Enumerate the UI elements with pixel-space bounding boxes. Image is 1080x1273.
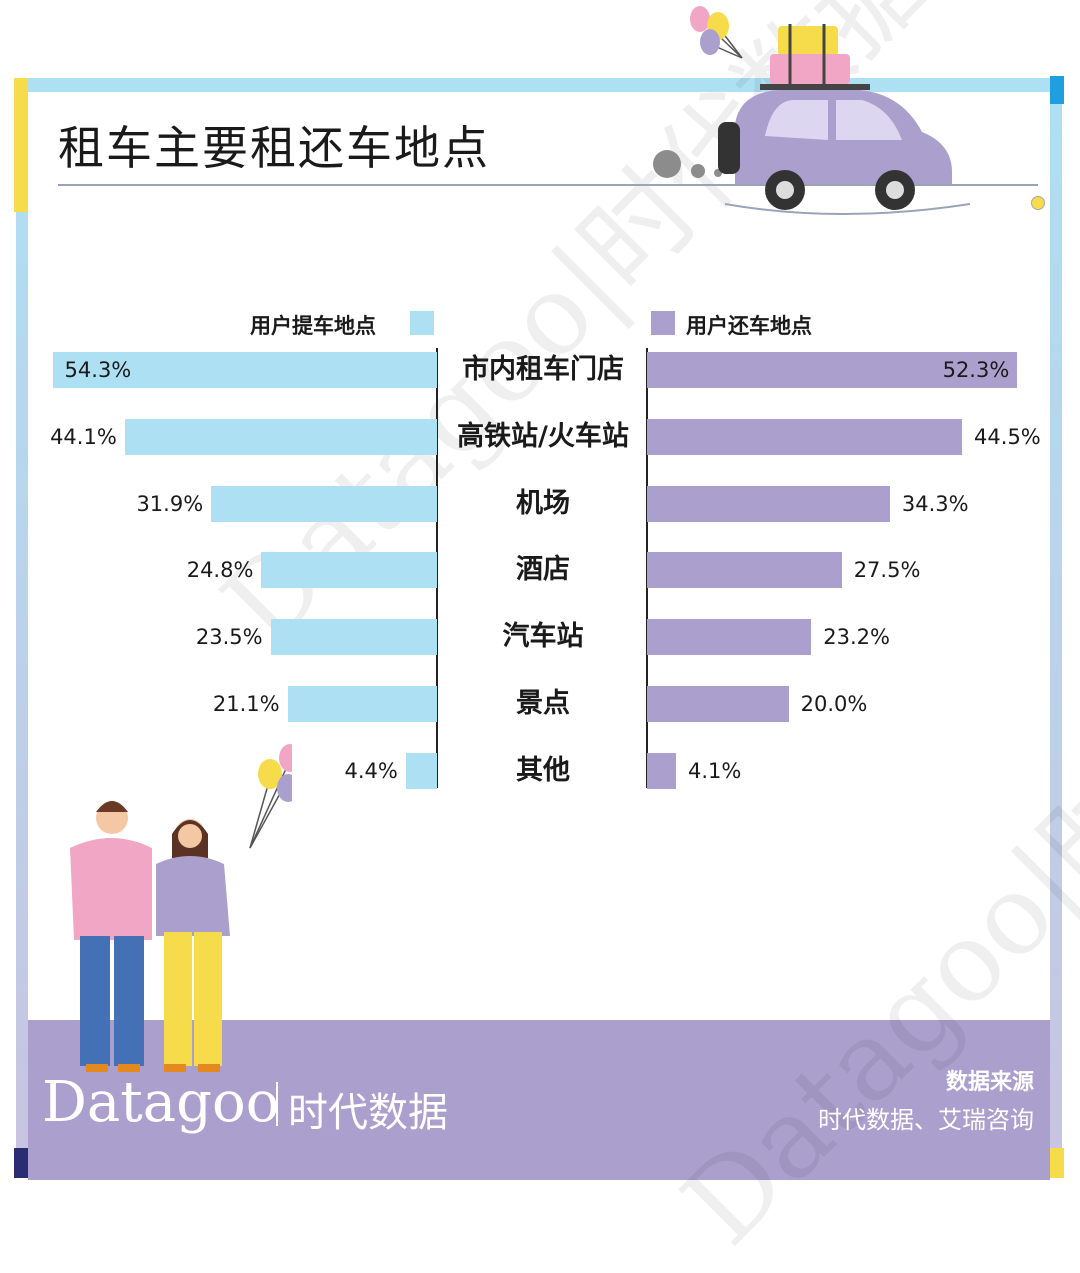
bar-pickup (211, 485, 437, 522)
bar-return (647, 485, 890, 522)
source-text: 时代数据、艾瑞咨询 (818, 1106, 1034, 1134)
title-dot (1031, 196, 1045, 210)
value-label-return: 23.2% (823, 625, 890, 650)
value-label-return: 44.5% (974, 424, 1041, 449)
value-label-pickup: 23.5% (195, 625, 263, 650)
bar-pickup (52, 352, 437, 388)
legend-label-return: 用户还车地点 (686, 314, 812, 338)
bar-return (647, 552, 842, 589)
frame-left-bar (16, 78, 28, 1178)
bar-pickup (124, 418, 437, 455)
value-label-return: 4.1% (688, 758, 742, 783)
suitcase-pink (770, 54, 850, 84)
title-underline (58, 184, 1038, 186)
category-label: 高铁站/火车站 (457, 420, 629, 452)
bar-return (647, 686, 789, 722)
brand-logo-cn: 时代数据 (288, 1090, 448, 1136)
car-illustration-icon (653, 6, 970, 215)
legend-swatch-return (651, 311, 675, 335)
category-label: 景点 (516, 688, 570, 719)
couple-illustration-icon (70, 744, 292, 1072)
brand-logo-text: Datagoo (42, 1070, 280, 1135)
category-label: 其他 (516, 754, 570, 786)
suitcase-yellow (778, 26, 838, 56)
legend-swatch-pickup (410, 311, 434, 335)
value-label-pickup: 24.8% (186, 558, 254, 583)
value-label-pickup: 44.1% (50, 424, 117, 449)
page-title: 租车主要租还车地点 (58, 121, 490, 175)
bar-return (647, 352, 1018, 388)
value-label-pickup: 54.3% (64, 358, 132, 382)
category-label: 机场 (516, 487, 570, 519)
accent-blue-right (1050, 76, 1064, 104)
value-label-pickup: 4.4% (344, 758, 398, 783)
frame-right-bar (1050, 78, 1062, 1178)
bar-pickup (287, 686, 437, 722)
balloon-pink (690, 6, 710, 32)
value-label-return: 20.0% (800, 692, 868, 716)
bar-return (647, 752, 677, 789)
category-label: 市内租车门店 (462, 354, 624, 385)
value-label-return: 52.3% (942, 358, 1010, 382)
bar-pickup (261, 552, 437, 589)
bar-return (647, 418, 963, 455)
value-label-return: 27.5% (853, 558, 921, 583)
accent-navy (14, 1148, 28, 1178)
legend-label-pickup: 用户提车地点 (250, 314, 376, 338)
value-label-pickup: 21.1% (212, 692, 280, 716)
balloon-purple (700, 29, 720, 55)
bar-pickup (405, 752, 437, 789)
value-label-pickup: 31.9% (136, 491, 204, 516)
category-label: 酒店 (516, 554, 570, 586)
brand-separator (276, 1082, 278, 1126)
axis-line-left (436, 348, 438, 788)
bar-pickup (270, 619, 437, 656)
value-label-return: 34.3% (901, 491, 969, 516)
accent-yellow-left (14, 78, 28, 212)
spare-tire (718, 122, 740, 174)
source-title: 数据来源 (945, 1070, 1034, 1095)
accent-yellow-right (1050, 1148, 1064, 1178)
bar-return (647, 619, 812, 656)
category-label: 汽车站 (502, 621, 584, 653)
